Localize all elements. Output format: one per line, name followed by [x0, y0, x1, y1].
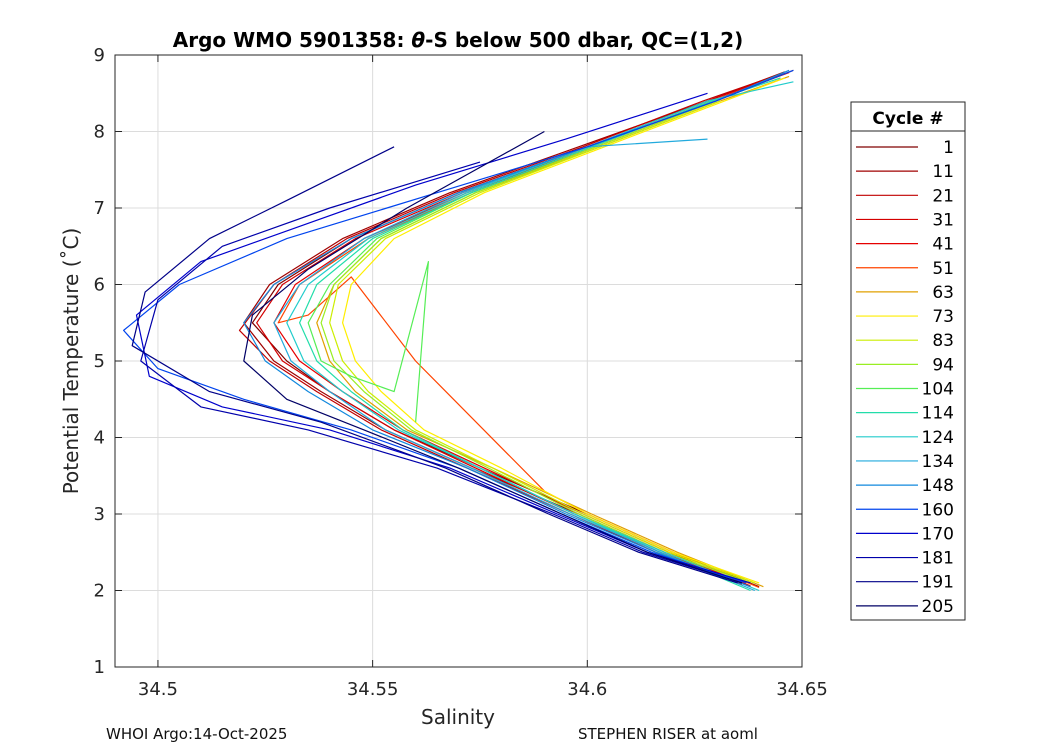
y-tick-label: 4: [94, 428, 105, 449]
legend-label-cycle-11: 11: [932, 162, 954, 182]
series-line-cycle-170: [135, 92, 751, 584]
y-tick-label: 6: [94, 275, 105, 296]
legend-label-cycle-124: 124: [922, 428, 954, 448]
x-axis-ticks: 34.5 34.55 34.6 34.65: [138, 55, 828, 700]
series-line-cycle-11: [243, 71, 786, 588]
series-line-cycle-134: [273, 138, 756, 592]
legend-label-cycle-148: 148: [922, 476, 954, 496]
series-line-cycle-148: [243, 69, 790, 588]
y-axis-label: Potential Temperature (˚C): [59, 228, 83, 495]
y-axis-ticks: 1 2 3 4 5 6 7 8 9: [94, 45, 802, 678]
x-tick-label: 34.6: [567, 679, 607, 700]
grid-lines: [115, 54, 803, 668]
x-tick-label: 34.65: [776, 679, 828, 700]
legend-label-cycle-63: 63: [932, 283, 954, 303]
y-tick-label: 9: [94, 45, 105, 66]
series-line-cycle-94: [320, 100, 751, 584]
series-line-cycle-83: [329, 100, 756, 584]
legend-label-cycle-83: 83: [932, 331, 954, 351]
legend-label-cycle-134: 134: [922, 452, 954, 472]
y-tick-label: 3: [94, 504, 105, 525]
footer-author: STEPHEN RISER at aoml: [578, 725, 758, 743]
series-line-cycle-181: [140, 161, 743, 584]
legend-label-cycle-21: 21: [932, 186, 954, 206]
legend-label-cycle-31: 31: [932, 210, 954, 230]
legend-label-cycle-114: 114: [922, 404, 954, 424]
legend-label-cycle-170: 170: [922, 524, 954, 544]
series-line-cycle-205: [243, 130, 743, 584]
legend-label-cycle-1: 1: [943, 138, 954, 158]
legend-label-cycle-160: 160: [922, 500, 954, 520]
x-tick-label: 34.55: [347, 679, 399, 700]
series-line-cycle-191: [131, 146, 738, 584]
legend-label-cycle-41: 41: [932, 235, 954, 255]
footer-credit: WHOI Argo:14-Oct-2025: [106, 725, 288, 743]
legend-label-cycle-181: 181: [922, 549, 954, 569]
x-axis-label: Salinity: [421, 705, 495, 729]
legend-label-cycle-73: 73: [932, 307, 954, 327]
series-line-cycle-73: [342, 77, 786, 584]
x-tick-label: 34.5: [138, 679, 178, 700]
y-tick-label: 8: [94, 122, 105, 143]
legend-label-cycle-104: 104: [922, 380, 954, 400]
y-tick-label: 7: [94, 198, 105, 219]
y-tick-label: 5: [94, 351, 105, 372]
series-layer: [122, 69, 794, 592]
legend-items: 1112131415163738394104114124134148160170…: [856, 138, 954, 617]
legend: Cycle # 11121314151637383941041141241341…: [850, 101, 966, 621]
chart-title: Argo WMO 5901358: θ-S below 500 dbar, QC…: [173, 28, 743, 52]
y-tick-label: 2: [94, 581, 105, 602]
legend-label-cycle-191: 191: [922, 573, 954, 593]
legend-label-cycle-51: 51: [932, 259, 954, 279]
legend-label-cycle-94: 94: [932, 355, 954, 375]
legend-label-cycle-205: 205: [922, 597, 954, 617]
y-tick-label: 1: [94, 657, 105, 678]
legend-title: Cycle #: [872, 109, 943, 129]
